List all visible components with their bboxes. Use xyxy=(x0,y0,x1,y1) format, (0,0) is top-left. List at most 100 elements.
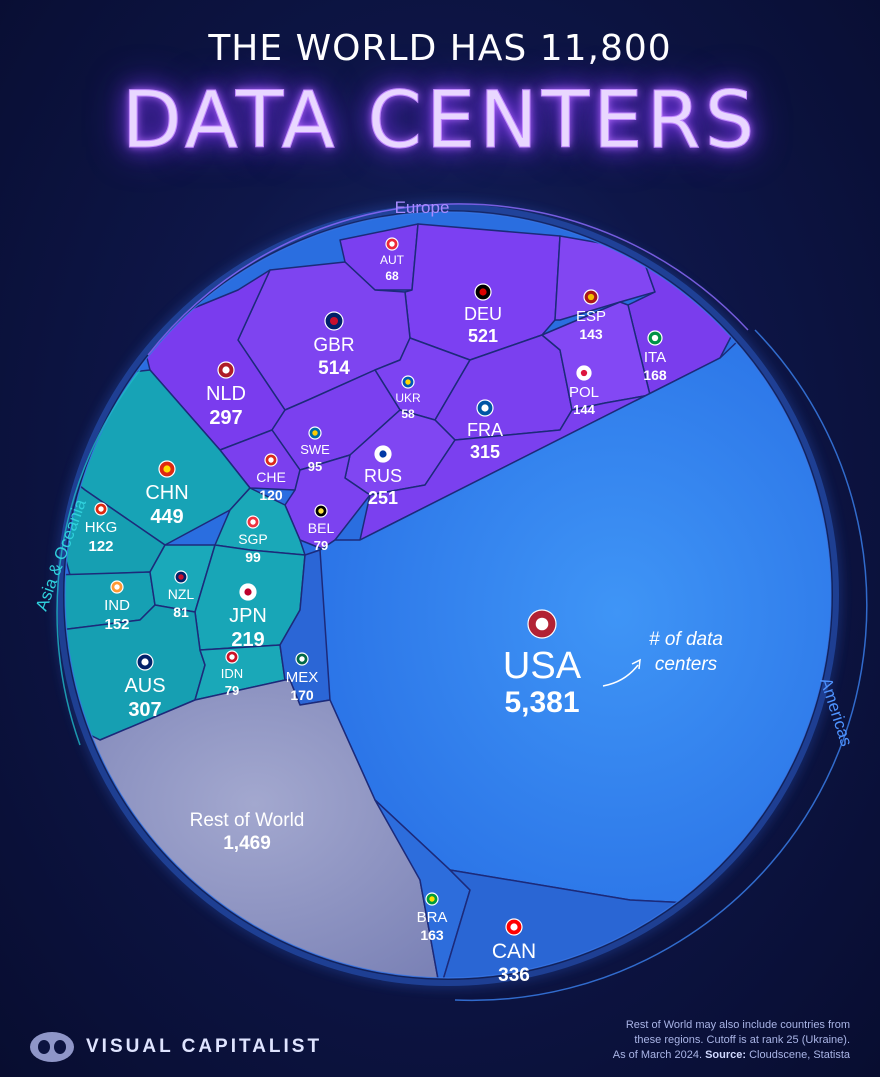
footnote-date: As of March 2024. xyxy=(612,1049,703,1061)
cell-label-value-bel: 79 xyxy=(314,538,328,553)
title-line-2: DATA CENTERS xyxy=(121,76,759,167)
annotation-line-1: # of data xyxy=(649,629,723,650)
cell-label-value-gbr: 514 xyxy=(318,358,350,379)
cell-label-code-rest-of-world: Rest of World xyxy=(190,810,305,831)
cell-label-code-idn: IDN xyxy=(221,666,243,681)
region-label-americas: Americas xyxy=(816,675,856,748)
cell-label-value-rest-of-world: 1,469 xyxy=(223,833,271,854)
cell-label-code-esp: ESP xyxy=(576,308,606,325)
flag-icon-swe xyxy=(308,426,322,440)
cell-label-value-jpn: 219 xyxy=(231,629,264,651)
flag-icon-aut xyxy=(385,237,399,251)
cell-label-value-ukr: 58 xyxy=(401,407,415,421)
cell-label-value-esp: 143 xyxy=(579,326,603,342)
cell-label-value-idn: 79 xyxy=(225,683,239,698)
cell-label-value-bra: 163 xyxy=(420,927,444,943)
region-label-europe: Europe xyxy=(395,198,450,217)
circle-border xyxy=(64,211,832,979)
flag-icon-bra xyxy=(425,892,439,906)
footnote-source: Cloudscene, Statista xyxy=(749,1049,850,1061)
flag-icon-ukr xyxy=(401,375,415,389)
flag-icon-idn xyxy=(225,650,239,664)
annotation-arrow xyxy=(602,664,639,687)
visual-capitalist-logo-icon xyxy=(30,1032,74,1062)
americas-arc xyxy=(454,329,868,1002)
flag-icon-nzl xyxy=(174,570,188,584)
cell-label-code-can: CAN xyxy=(492,940,536,963)
cell-label-value-mex: 170 xyxy=(290,687,314,703)
brand: VISUAL CAPITALIST xyxy=(30,1032,322,1062)
cell-label-value-sgp: 99 xyxy=(245,549,261,565)
annotation-arrowhead xyxy=(631,658,641,670)
flag-icon-jpn xyxy=(239,583,257,601)
europe-arc xyxy=(147,203,749,356)
cell-label-value-fra: 315 xyxy=(470,442,500,462)
flag-icon-mex xyxy=(295,652,309,666)
cell-label-code-swe: SWE xyxy=(300,442,330,457)
cell-label-code-nld: NLD xyxy=(206,383,246,405)
cell-label-code-ukr: UKR xyxy=(395,391,421,405)
flag-icon-deu xyxy=(474,283,492,301)
outer-glow-ring xyxy=(57,204,839,986)
cell-label-value-nld: 297 xyxy=(209,407,242,429)
flag-icon-hkg xyxy=(94,502,108,516)
cell-label-code-hkg: HKG xyxy=(85,519,118,536)
cell-label-value-nzl: 81 xyxy=(173,604,189,620)
cell-label-code-chn: CHN xyxy=(145,482,188,504)
cell-label-code-che: CHE xyxy=(256,469,286,485)
cells-group xyxy=(65,212,831,978)
cell-label-value-swe: 95 xyxy=(308,459,322,474)
flag-icon-fra xyxy=(476,399,494,417)
footnote-line-3: As of March 2024. Source: Cloudscene, St… xyxy=(550,1048,850,1063)
flag-icon-ita xyxy=(647,330,663,346)
cell-label-value-hkg: 122 xyxy=(88,538,113,555)
cell-label-code-mex: MEX xyxy=(286,669,319,686)
cell-label-code-pol: POL xyxy=(569,384,599,401)
cell-label-code-fra: FRA xyxy=(467,420,503,440)
flag-icon-bel xyxy=(314,504,328,518)
cell-label-code-ita: ITA xyxy=(644,349,666,366)
cell-label-value-ita: 168 xyxy=(643,367,667,383)
cell-label-code-ind: IND xyxy=(104,597,130,614)
footnote-line-2: these regions. Cutoff is at rank 25 (Ukr… xyxy=(634,1034,850,1046)
flag-icon-nld xyxy=(217,361,235,379)
cell-label-value-chn: 449 xyxy=(150,506,183,528)
flag-icon-chn xyxy=(158,460,176,478)
cell-label-code-aut: AUT xyxy=(380,253,405,267)
cell-label-value-aut: 68 xyxy=(385,269,399,283)
flag-icon-pol xyxy=(576,365,592,381)
brand-name: VISUAL CAPITALIST xyxy=(86,1036,323,1057)
cell-label-code-nzl: NZL xyxy=(168,586,195,602)
cell-label-value-aus: 307 xyxy=(128,699,161,721)
flag-icon-rus xyxy=(374,445,392,463)
cell-label-code-bra: BRA xyxy=(417,909,448,926)
cell-label-code-deu: DEU xyxy=(464,304,502,324)
flag-icon-esp xyxy=(583,289,599,305)
cell-label-code-bel: BEL xyxy=(308,520,335,536)
footnote-line-1: Rest of World may also include countries… xyxy=(625,1019,850,1031)
cell-label-value-usa: 5,381 xyxy=(504,686,579,719)
cell-label-value-ind: 152 xyxy=(104,616,129,633)
cell-label-code-gbr: GBR xyxy=(313,335,354,356)
cell-label-value-che: 120 xyxy=(259,487,283,503)
footnote: Rest of World may also include countries… xyxy=(550,1018,850,1063)
cell-label-code-sgp: SGP xyxy=(238,531,268,547)
cell-label-value-deu: 521 xyxy=(468,326,498,346)
flag-icon-sgp xyxy=(246,515,260,529)
flag-icon-che xyxy=(264,453,278,467)
asia-arc xyxy=(56,369,141,746)
cell-label-code-aus: AUS xyxy=(124,675,165,697)
cell-label-code-usa: USA xyxy=(503,645,582,687)
flag-icon-gbr xyxy=(324,311,344,331)
flag-icon-usa xyxy=(527,609,557,639)
cell-label-value-rus: 251 xyxy=(368,488,398,508)
cell-label-code-rus: RUS xyxy=(364,466,402,486)
flag-icon-aus xyxy=(136,653,154,671)
title-line-1: THE WORLD HAS 11,800 xyxy=(208,28,672,69)
annotation-line-2: centers xyxy=(655,654,718,675)
cell-label-value-pol: 144 xyxy=(573,402,595,417)
flag-icon-ind xyxy=(110,580,124,594)
footnote-source-label: Source: xyxy=(705,1049,747,1061)
